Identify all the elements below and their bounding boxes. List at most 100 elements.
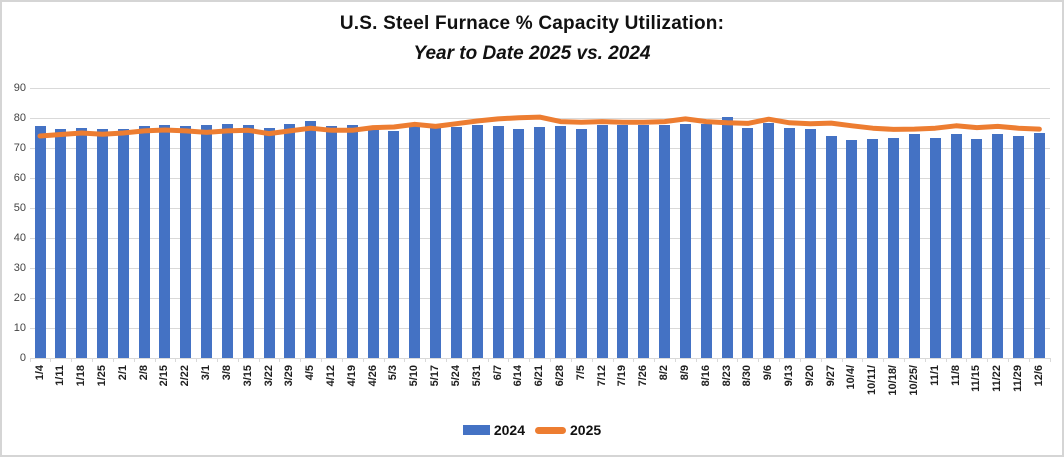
bar (804, 129, 816, 358)
bar (825, 136, 837, 358)
x-axis-label: 3/29 (283, 365, 296, 387)
bar (1033, 133, 1045, 358)
y-axis-tick-label: 80 (13, 112, 26, 124)
x-axis-tick (1028, 358, 1030, 362)
bar (638, 125, 650, 358)
y-axis-tick-label: 40 (13, 232, 26, 244)
legend-label-2024: 2024 (493, 422, 525, 438)
y-axis-tick-label: 20 (13, 292, 26, 304)
x-axis-label: 9/27 (824, 365, 837, 387)
x-axis-tick (487, 358, 489, 362)
x-axis-tick (675, 358, 676, 362)
x-axis-label: 9/20 (803, 365, 816, 387)
x-axis-label: 4/5 (304, 365, 317, 381)
x-axis-tick (924, 358, 926, 362)
x-axis-label: 12/6 (1032, 365, 1045, 387)
x-axis-label: 3/8 (220, 365, 233, 381)
bar (221, 123, 233, 358)
x-axis-tick (820, 358, 822, 362)
bar (929, 138, 941, 358)
x-axis-label: 6/7 (491, 365, 504, 381)
x-axis-tick (300, 358, 302, 362)
bar (575, 129, 587, 358)
x-axis-label: 5/10 (408, 365, 421, 387)
bar (180, 126, 192, 358)
gridline (30, 118, 1050, 119)
x-axis-label: 2/8 (137, 365, 150, 381)
x-axis-label: 11/1 (928, 365, 941, 386)
x-axis-label: 6/14 (512, 365, 525, 387)
bar (617, 125, 629, 358)
bar (138, 126, 150, 358)
x-axis-label: 11/22 (991, 365, 1004, 392)
bar (908, 133, 920, 358)
bar (492, 126, 504, 358)
x-axis-label: 6/21 (533, 365, 546, 387)
x-axis-label: 8/30 (741, 365, 754, 387)
x-axis-tick (799, 358, 801, 362)
x-axis-label: 2/15 (158, 365, 171, 387)
bar (471, 125, 483, 358)
x-axis-label: 8/2 (658, 365, 671, 381)
x-axis-label: 4/12 (324, 365, 337, 387)
x-axis-tick (383, 358, 385, 362)
x-axis-tick (279, 358, 281, 362)
x-axis-label: 9/13 (783, 365, 796, 387)
bar (325, 126, 337, 358)
x-axis-label: 7/5 (574, 365, 587, 381)
x-axis-label: 5/24 (449, 365, 462, 387)
x-axis-label: 2/1 (116, 365, 129, 381)
x-axis-tick (779, 358, 781, 362)
bar (992, 133, 1004, 358)
x-axis-tick (633, 358, 635, 362)
x-axis-tick (737, 358, 739, 362)
bar (76, 127, 88, 358)
x-axis-label: 1/18 (75, 365, 88, 387)
x-axis-label: 10/25/ (907, 365, 920, 396)
x-axis-label: 7/12 (595, 365, 608, 387)
x-axis-tick (904, 358, 906, 362)
bar (784, 127, 796, 358)
x-axis-tick (1049, 358, 1051, 362)
x-axis-tick (695, 358, 697, 362)
x-axis-tick (654, 358, 656, 362)
x-axis-tick (71, 358, 73, 362)
x-axis-tick (216, 358, 218, 362)
bar (55, 129, 67, 358)
bar (971, 138, 983, 358)
gridline (30, 358, 1050, 359)
x-axis-tick (321, 358, 323, 362)
bar (96, 129, 108, 358)
bar (596, 124, 608, 358)
x-axis-tick (1008, 358, 1010, 362)
x-axis-tick (92, 358, 94, 362)
x-axis-tick (362, 358, 364, 362)
x-axis-tick (966, 358, 968, 362)
x-axis-tick (50, 358, 52, 362)
x-axis-tick (591, 358, 593, 362)
x-axis-tick (883, 358, 885, 362)
y-axis-tick-label: 0 (19, 352, 26, 364)
x-axis-label: 1/11 (54, 365, 67, 386)
x-axis-tick (29, 358, 31, 362)
bar (659, 125, 671, 358)
x-axis-tick (570, 358, 572, 362)
x-axis-label: 11/15 (970, 365, 983, 392)
x-axis-tick (425, 358, 427, 362)
legend-bar-swatch-icon (462, 425, 490, 435)
x-axis-tick (258, 358, 260, 362)
x-axis-tick (550, 358, 552, 362)
y-axis-tick-label: 10 (13, 322, 26, 334)
bar (430, 125, 442, 358)
bar (284, 124, 296, 358)
x-axis-label: 8/23 (720, 365, 733, 387)
x-axis-label: 5/3 (387, 365, 400, 381)
x-axis-label: 10/18/ (887, 365, 900, 396)
x-axis-label: 10/4/ (845, 365, 858, 390)
bar (950, 134, 962, 358)
x-axis-tick (404, 358, 406, 362)
x-axis-label: 1/25 (95, 365, 108, 387)
x-axis-tick (841, 358, 843, 362)
bar (867, 138, 879, 358)
bar (450, 127, 462, 358)
